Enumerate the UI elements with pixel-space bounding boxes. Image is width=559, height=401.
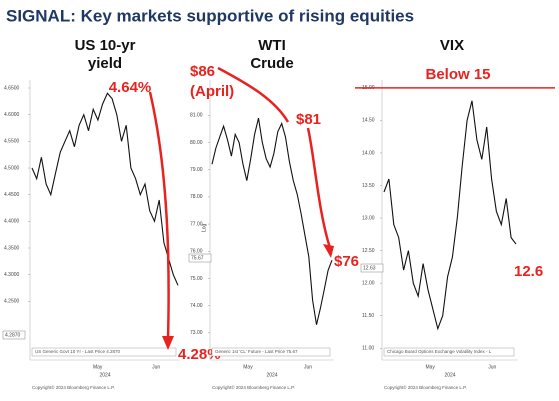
y-tick-label: 4.3500 xyxy=(4,245,20,251)
panel-title: US 10-yr xyxy=(75,37,136,54)
y-tick-label: 79.00 xyxy=(190,167,203,173)
annotation: $81 xyxy=(296,111,321,128)
x-tick-label: Jun xyxy=(304,364,312,370)
y-tick-label: 13.00 xyxy=(362,215,375,221)
y-tick-label: 76.00 xyxy=(190,249,203,255)
arrow-head xyxy=(162,336,174,350)
legend-box xyxy=(31,347,177,357)
page-title: SIGNAL: Key markets supportive of rising… xyxy=(6,6,414,25)
y-tick-label: 4.6500 xyxy=(4,85,20,91)
annotation: 4.64% xyxy=(109,79,152,96)
x-year: 2024 xyxy=(444,372,455,378)
legend-text: US Generic Govt 10 Yr - Last Price 4.287… xyxy=(35,349,120,354)
y-tick-label: 4.4500 xyxy=(4,192,20,198)
y-tick-label: 11.00 xyxy=(362,346,374,352)
y-tick-label: 74.00 xyxy=(190,303,203,309)
annotation: $76 xyxy=(334,253,359,270)
y-tick-label: 75.00 xyxy=(190,276,203,282)
annotation-arrow xyxy=(148,91,170,341)
last-price: 12.63 xyxy=(363,265,376,271)
panel-title: VIX xyxy=(440,37,464,54)
x-year: 2024 xyxy=(266,372,277,378)
legend-box xyxy=(211,347,331,357)
panel-title: Crude xyxy=(250,55,293,72)
y-tick-label: 4.3000 xyxy=(4,272,20,278)
annotation: 12.6 xyxy=(514,263,543,280)
x-tick-label: May xyxy=(425,364,435,370)
price-line xyxy=(211,117,333,325)
legend-text: Chicago Board Options Exchange Volatilit… xyxy=(387,349,492,354)
y-tick-label: 14.50 xyxy=(362,118,375,124)
y-tick-label: 4.2500 xyxy=(4,299,20,305)
x-tick-label: May xyxy=(243,364,253,370)
x-year: 2024 xyxy=(99,372,110,378)
log-label: Log xyxy=(201,223,207,232)
last-price: 4.2870 xyxy=(5,332,21,338)
annotation-arrow xyxy=(217,66,290,123)
panel-title: yield xyxy=(88,55,122,72)
x-tick-label: Jun xyxy=(488,364,496,370)
y-tick-label: 11.50 xyxy=(362,313,374,319)
arrow-head xyxy=(323,244,334,258)
y-tick-label: 77.00 xyxy=(190,221,203,227)
y-tick-label: 13.50 xyxy=(362,183,375,189)
footer: Copyright© 2024 Bloomberg Finance L.P. xyxy=(212,384,295,390)
footer: Copyright© 2024 Bloomberg Finance L.P. xyxy=(384,384,467,390)
y-tick-label: 4.4000 xyxy=(4,219,20,225)
panel-title: WTI xyxy=(258,37,286,54)
y-tick-label: 4.6000 xyxy=(4,112,20,118)
price-line xyxy=(383,100,517,331)
annotation: $86 xyxy=(190,63,215,80)
x-tick-label: May xyxy=(93,364,103,370)
y-tick-label: 4.5500 xyxy=(4,139,20,145)
y-tick-label: 73.00 xyxy=(190,330,203,336)
annotation: Below 15 xyxy=(425,66,490,83)
y-tick-label: 12.00 xyxy=(362,280,375,286)
last-price-box xyxy=(2,330,26,340)
annotation-arrow xyxy=(306,127,332,249)
legend-text: Generic 1st 'CL' Future - Last Price 75.… xyxy=(215,349,298,354)
y-tick-label: 14.00 xyxy=(362,150,375,156)
y-tick-label: 12.50 xyxy=(362,248,375,254)
last-price: 75.67 xyxy=(191,255,204,261)
price-line xyxy=(31,92,179,286)
y-tick-label: 81.00 xyxy=(190,113,203,119)
y-tick-label: 4.5000 xyxy=(4,165,20,171)
last-price-box xyxy=(360,263,384,273)
footer: Copyright© 2024 Bloomberg Finance L.P. xyxy=(32,384,115,390)
y-tick-label: 78.00 xyxy=(190,194,203,200)
last-price-box xyxy=(188,253,212,263)
y-tick-label: 80.00 xyxy=(190,140,203,146)
legend-box xyxy=(383,347,515,357)
annotation: (April) xyxy=(190,83,234,100)
x-tick-label: Jun xyxy=(152,364,160,370)
